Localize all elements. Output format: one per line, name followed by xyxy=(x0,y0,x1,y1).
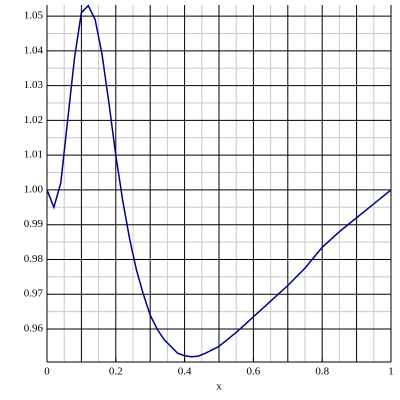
y-tick-label: 1.01 xyxy=(24,149,43,161)
y-tick-label: 1.05 xyxy=(24,10,44,22)
y-tick-label: 0.99 xyxy=(24,218,44,230)
y-tick-label: 0.97 xyxy=(24,288,44,300)
y-tick-label: 1.04 xyxy=(24,44,44,56)
x-tick-label: 1 xyxy=(388,366,394,378)
x-tick-label: 0.4 xyxy=(178,366,192,378)
y-tick-label: 1.03 xyxy=(24,79,44,91)
y-tick-label: 0.96 xyxy=(24,323,44,335)
data-line xyxy=(46,4,392,358)
y-tick-label: 1.02 xyxy=(24,114,43,126)
x-axis-label: x xyxy=(216,381,222,393)
grid xyxy=(46,5,392,362)
x-tick-label: 0.2 xyxy=(109,366,123,378)
x-tick-label: 0 xyxy=(44,366,50,378)
y-tick-label: 1.00 xyxy=(24,183,44,195)
x-tick-label: 0.6 xyxy=(247,366,261,378)
x-tick-label: 0.8 xyxy=(315,366,329,378)
y-tick-label: 0.98 xyxy=(24,253,44,265)
